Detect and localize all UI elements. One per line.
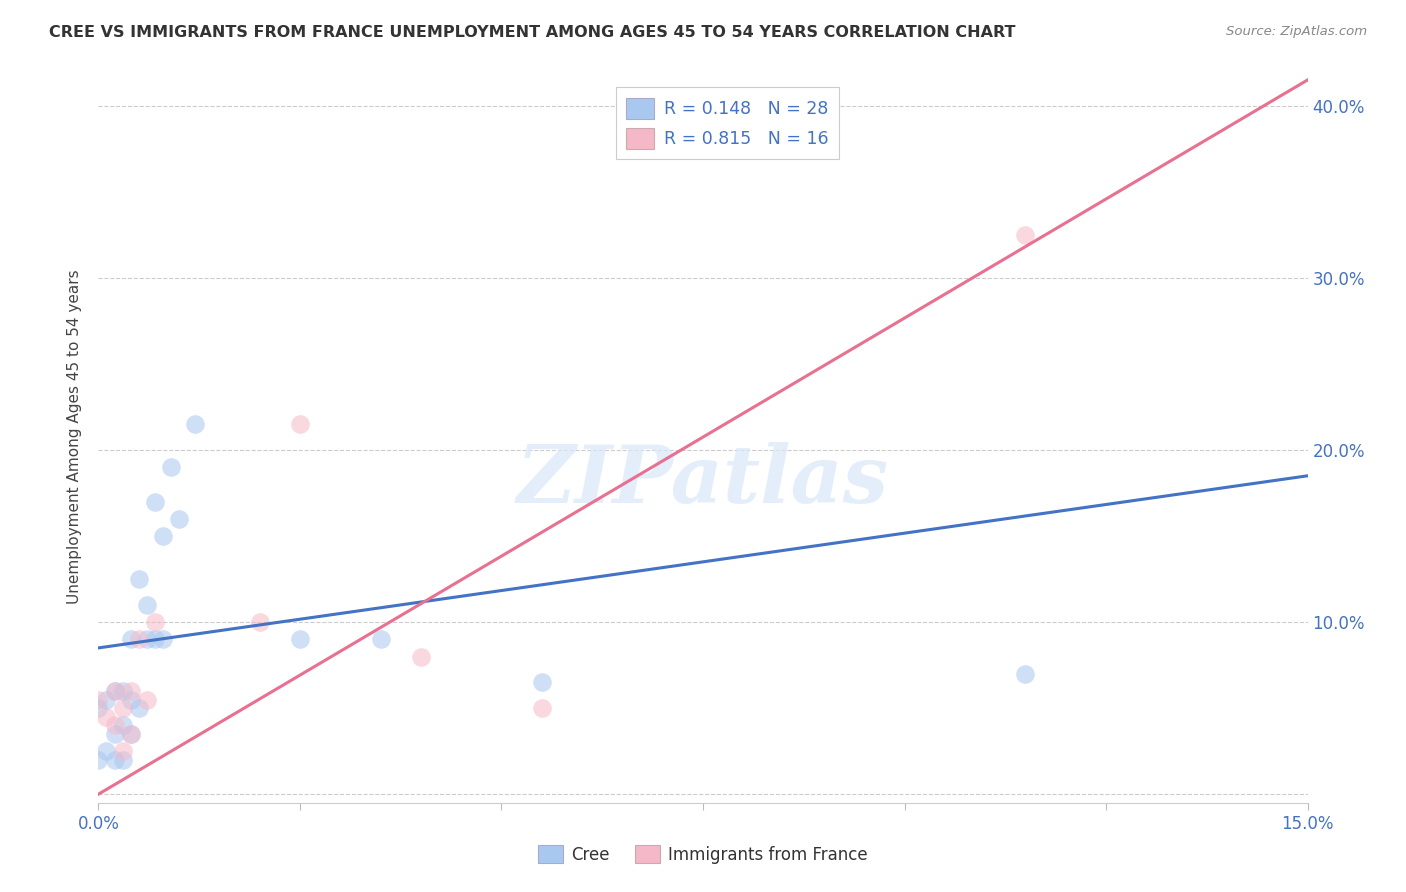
Point (87, 692, 110, 706)
Point (87, 701, 110, 715)
Y-axis label: Unemployment Among Ages 45 to 54 years: Unemployment Among Ages 45 to 54 years (67, 269, 83, 605)
Point (288, 417, 311, 432)
Point (152, 529, 174, 543)
Point (128, 572, 150, 586)
Point (111, 744, 134, 758)
Text: CREE VS IMMIGRANTS FROM FRANCE UNEMPLOYMENT AMONG AGES 45 TO 54 YEARS CORRELATIO: CREE VS IMMIGRANTS FROM FRANCE UNEMPLOYM… (49, 25, 1015, 40)
Text: ZIPatlas: ZIPatlas (517, 442, 889, 520)
Legend: Cree, Immigrants from France: Cree, Immigrants from France (531, 838, 875, 871)
Point (96, 692, 118, 706)
Point (128, 701, 150, 715)
Point (111, 684, 134, 698)
Point (120, 632, 142, 647)
Point (111, 701, 134, 715)
Point (103, 753, 125, 767)
Text: Source: ZipAtlas.com: Source: ZipAtlas.com (1226, 25, 1367, 38)
Point (370, 632, 392, 647)
Point (120, 692, 142, 706)
Point (167, 512, 190, 526)
Point (120, 727, 142, 741)
Point (135, 692, 157, 706)
Point (530, 675, 553, 690)
Point (111, 718, 134, 732)
Point (103, 718, 125, 732)
Point (249, 615, 271, 629)
Point (1014, 227, 1036, 242)
Point (143, 632, 166, 647)
Point (120, 684, 142, 698)
Point (87, 753, 110, 767)
Point (288, 632, 311, 647)
Point (530, 701, 553, 715)
Point (135, 632, 157, 647)
Point (143, 494, 166, 508)
Point (1014, 666, 1036, 681)
Point (103, 684, 125, 698)
Point (120, 727, 142, 741)
Point (103, 727, 125, 741)
Point (160, 460, 183, 475)
Point (96, 744, 118, 758)
Point (128, 632, 150, 647)
Point (409, 649, 432, 664)
Point (111, 753, 134, 767)
Point (143, 615, 166, 629)
Point (184, 417, 207, 432)
Point (135, 598, 157, 612)
Point (152, 632, 174, 647)
Point (96, 710, 118, 724)
Legend: R = 0.148   N = 28, R = 0.815   N = 16: R = 0.148 N = 28, R = 0.815 N = 16 (616, 87, 839, 160)
Point (103, 684, 125, 698)
